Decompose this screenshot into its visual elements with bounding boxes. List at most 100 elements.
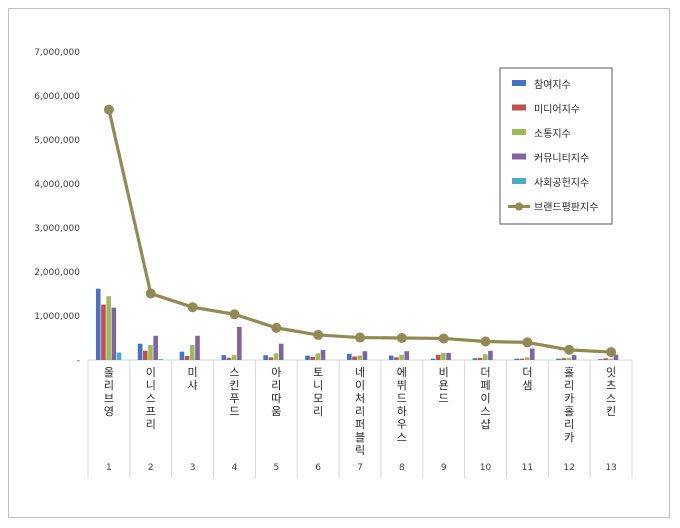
bar xyxy=(347,353,352,360)
bar xyxy=(226,357,232,360)
y-tick-label: 7,000,000 xyxy=(34,48,80,58)
bar xyxy=(556,358,561,360)
bar xyxy=(263,355,268,360)
bar xyxy=(268,357,274,360)
y-tick-label: 5,000,000 xyxy=(34,136,80,146)
bar xyxy=(524,357,530,360)
legend-swatch xyxy=(512,129,526,135)
y-tick-label: - xyxy=(77,356,80,366)
legend-entry: 소통지수 xyxy=(534,128,571,140)
bar xyxy=(310,356,315,360)
bar xyxy=(566,357,572,360)
bar xyxy=(221,355,227,360)
bar xyxy=(231,355,237,360)
category-number: 1 xyxy=(106,463,112,473)
category-number: 6 xyxy=(315,463,321,473)
bar xyxy=(441,352,446,360)
bar xyxy=(184,356,190,360)
category-number: 7 xyxy=(357,463,363,473)
bar xyxy=(472,358,478,360)
bar xyxy=(153,335,158,360)
bar xyxy=(101,304,106,360)
legend-swatch xyxy=(512,104,526,111)
bar xyxy=(598,359,603,360)
line-point xyxy=(480,336,491,347)
bar xyxy=(446,352,451,360)
legend-box xyxy=(499,67,613,225)
bar xyxy=(362,351,368,360)
category-number: 12 xyxy=(564,463,575,473)
bar xyxy=(561,358,567,360)
bar xyxy=(320,349,326,360)
bar xyxy=(305,355,310,360)
bar xyxy=(435,354,441,360)
bar xyxy=(106,296,111,360)
bar xyxy=(477,357,483,360)
bar xyxy=(148,345,153,360)
bar xyxy=(613,354,619,360)
bar xyxy=(116,352,122,360)
legend-entry: 참여지수 xyxy=(534,79,571,91)
bar xyxy=(430,358,436,360)
line-point xyxy=(606,347,617,358)
bar xyxy=(388,355,394,360)
bar xyxy=(315,353,321,360)
bar xyxy=(482,354,488,360)
bar xyxy=(357,355,362,360)
line-point xyxy=(564,344,575,355)
line-point xyxy=(396,333,407,343)
bar xyxy=(95,288,101,360)
category-number: 2 xyxy=(148,463,154,473)
bar xyxy=(608,358,614,360)
bar xyxy=(158,359,164,360)
bar xyxy=(514,358,520,360)
bar xyxy=(404,351,410,360)
bar xyxy=(399,354,404,360)
bar xyxy=(571,355,577,360)
legend-swatch xyxy=(512,80,526,86)
y-tick-label: 1,000,000 xyxy=(34,312,80,322)
legend-entry: 브랜드평판지수 xyxy=(534,202,598,214)
line-point xyxy=(271,322,282,333)
line-point xyxy=(103,104,114,115)
category-number: 4 xyxy=(232,463,238,473)
bar xyxy=(142,350,148,360)
bar xyxy=(519,358,525,360)
bar xyxy=(190,345,195,360)
legend-swatch xyxy=(512,153,526,160)
y-tick-label: 3,000,000 xyxy=(34,224,80,234)
bar xyxy=(488,350,493,360)
bar xyxy=(179,351,185,360)
bar xyxy=(273,353,279,360)
bar xyxy=(111,307,117,360)
bar xyxy=(352,356,357,360)
category-number: 9 xyxy=(441,463,447,473)
bar xyxy=(278,343,284,360)
line-point xyxy=(229,309,240,320)
bar xyxy=(603,358,608,360)
legend-swatch-point xyxy=(515,202,523,211)
bar xyxy=(237,327,242,360)
y-tick-label: 4,000,000 xyxy=(34,180,80,190)
bar xyxy=(529,348,535,360)
y-tick-label: 2,000,000 xyxy=(34,268,80,278)
category-number: 13 xyxy=(605,463,616,473)
category-number: 11 xyxy=(522,463,533,473)
bar xyxy=(137,343,143,360)
line-point xyxy=(145,288,156,299)
line-point xyxy=(438,333,449,344)
